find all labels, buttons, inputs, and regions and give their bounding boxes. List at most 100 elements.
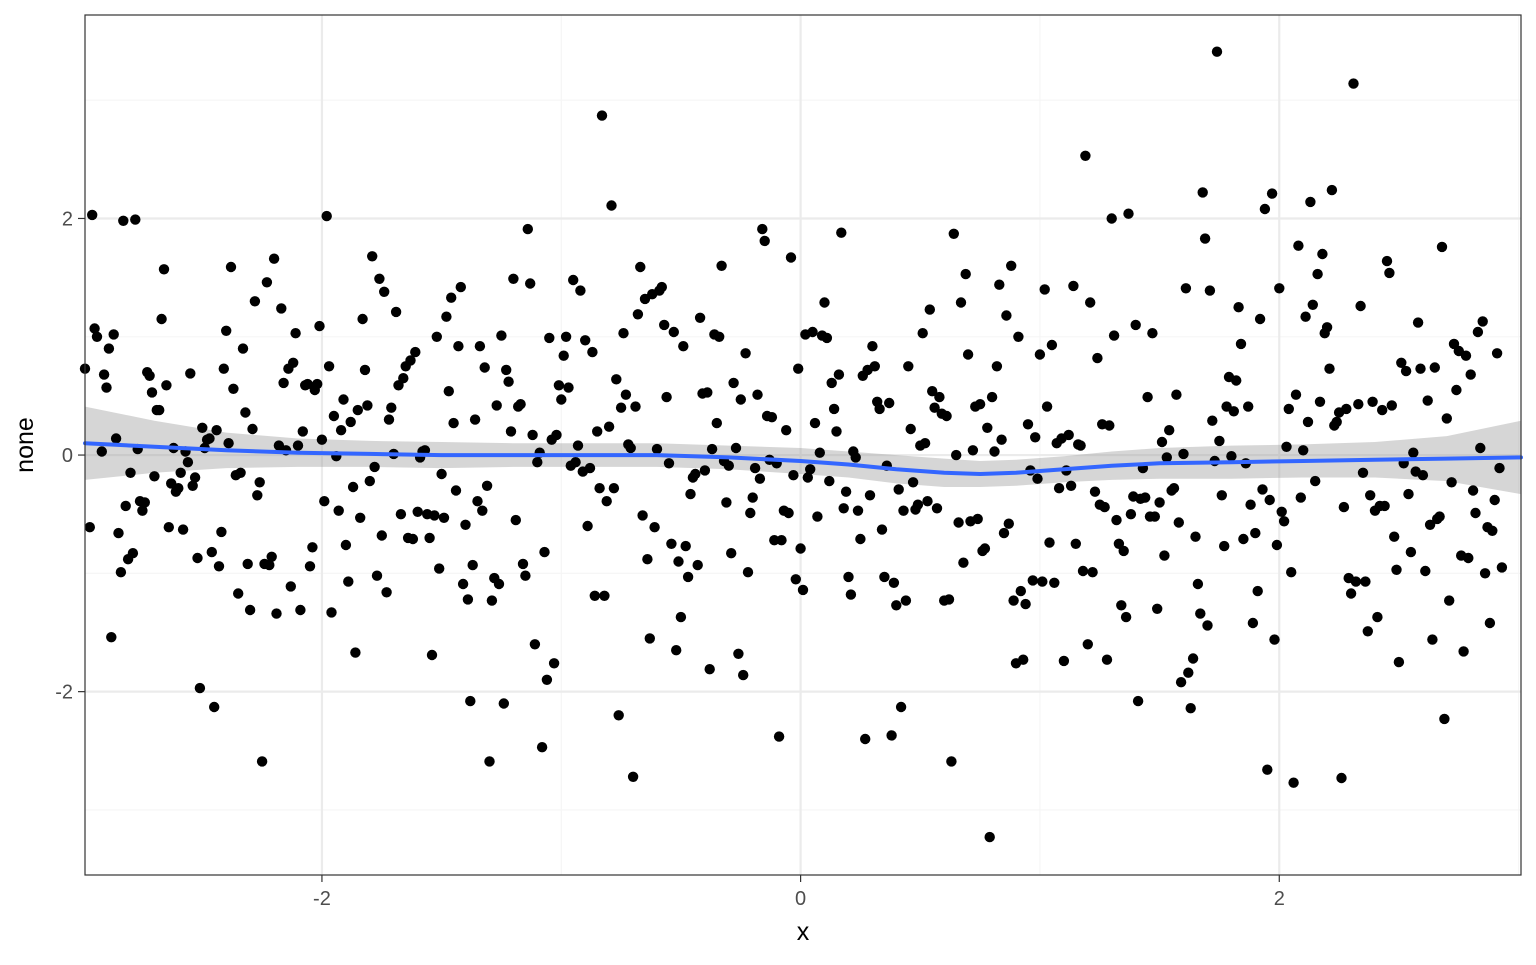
data-point xyxy=(525,278,536,289)
data-point xyxy=(728,377,739,389)
smooth-line xyxy=(83,441,1523,476)
data-point xyxy=(1154,497,1165,508)
data-point xyxy=(125,467,136,478)
data-point xyxy=(247,423,258,435)
data-point xyxy=(663,458,675,469)
data-point xyxy=(1075,440,1086,451)
data-point xyxy=(1108,330,1120,341)
data-point xyxy=(831,426,842,437)
data-point xyxy=(1259,203,1271,215)
data-point xyxy=(917,328,928,339)
data-point xyxy=(256,756,268,767)
data-point xyxy=(522,223,533,235)
data-point xyxy=(1178,448,1189,460)
data-point xyxy=(599,590,610,601)
data-point xyxy=(517,558,529,570)
data-point xyxy=(589,590,600,601)
data-point xyxy=(1087,567,1098,578)
data-point xyxy=(434,563,445,574)
data-point xyxy=(204,433,215,444)
data-point xyxy=(721,497,732,508)
data-point xyxy=(972,513,983,525)
data-point xyxy=(1123,208,1134,219)
data-point xyxy=(682,571,694,583)
data-point xyxy=(544,332,555,344)
data-point xyxy=(675,611,687,623)
data-point xyxy=(477,505,488,516)
data-point xyxy=(1494,462,1505,474)
data-point xyxy=(295,604,306,616)
data-point xyxy=(1231,375,1242,386)
data-point xyxy=(996,434,1007,445)
data-point xyxy=(469,414,481,425)
data-point xyxy=(276,303,287,314)
data-point xyxy=(1341,403,1352,415)
data-point xyxy=(716,260,727,271)
data-point xyxy=(390,306,402,318)
data-point xyxy=(436,468,447,480)
data-point xyxy=(1252,585,1263,597)
data-point xyxy=(747,492,758,503)
data-point xyxy=(1408,447,1419,458)
data-point xyxy=(101,382,112,393)
data-point xyxy=(1281,441,1292,452)
data-point xyxy=(941,410,952,422)
data-point xyxy=(824,475,835,487)
data-point xyxy=(1367,396,1378,407)
data-point xyxy=(886,730,897,741)
data-point xyxy=(1290,389,1302,400)
data-point xyxy=(1173,517,1185,528)
data-point xyxy=(1422,395,1433,406)
data-point xyxy=(1326,184,1338,196)
data-point xyxy=(338,394,349,405)
data-point xyxy=(446,292,457,303)
data-point xyxy=(1386,400,1398,411)
data-point xyxy=(1211,46,1223,57)
data-point xyxy=(493,578,505,590)
data-point xyxy=(1276,506,1287,517)
data-point xyxy=(532,457,543,468)
data-point xyxy=(467,559,478,571)
data-point xyxy=(1487,525,1498,536)
data-point xyxy=(1489,494,1500,506)
data-point xyxy=(1147,328,1158,339)
data-point xyxy=(587,346,598,358)
data-point xyxy=(1271,539,1283,551)
data-point xyxy=(898,505,909,516)
data-point xyxy=(290,328,301,339)
data-point xyxy=(223,438,234,449)
data-point xyxy=(1324,363,1335,374)
data-point xyxy=(84,522,96,533)
data-point xyxy=(144,370,155,381)
data-point xyxy=(1216,490,1228,501)
data-point xyxy=(288,357,299,368)
data-point xyxy=(618,328,629,339)
data-point xyxy=(527,429,538,441)
data-point xyxy=(960,268,971,280)
data-point xyxy=(924,304,935,315)
data-point xyxy=(666,538,677,549)
data-point xyxy=(821,332,833,344)
data-point xyxy=(828,403,840,415)
data-point xyxy=(1065,480,1077,491)
data-point xyxy=(668,326,679,338)
data-point xyxy=(994,279,1005,290)
data-point xyxy=(953,517,964,528)
data-point xyxy=(1046,339,1058,351)
data-point xyxy=(218,363,229,374)
data-point xyxy=(967,445,979,456)
data-point xyxy=(1348,78,1359,89)
data-point xyxy=(982,422,993,433)
data-point xyxy=(1164,425,1175,436)
data-point xyxy=(1331,416,1342,428)
data-point xyxy=(943,594,955,605)
data-point xyxy=(249,296,261,307)
data-point xyxy=(462,594,474,605)
data-point xyxy=(1286,567,1297,578)
data-point xyxy=(233,588,244,599)
data-point xyxy=(209,701,220,713)
data-point xyxy=(395,509,407,520)
data-point xyxy=(501,364,512,376)
data-point xyxy=(1001,310,1012,321)
